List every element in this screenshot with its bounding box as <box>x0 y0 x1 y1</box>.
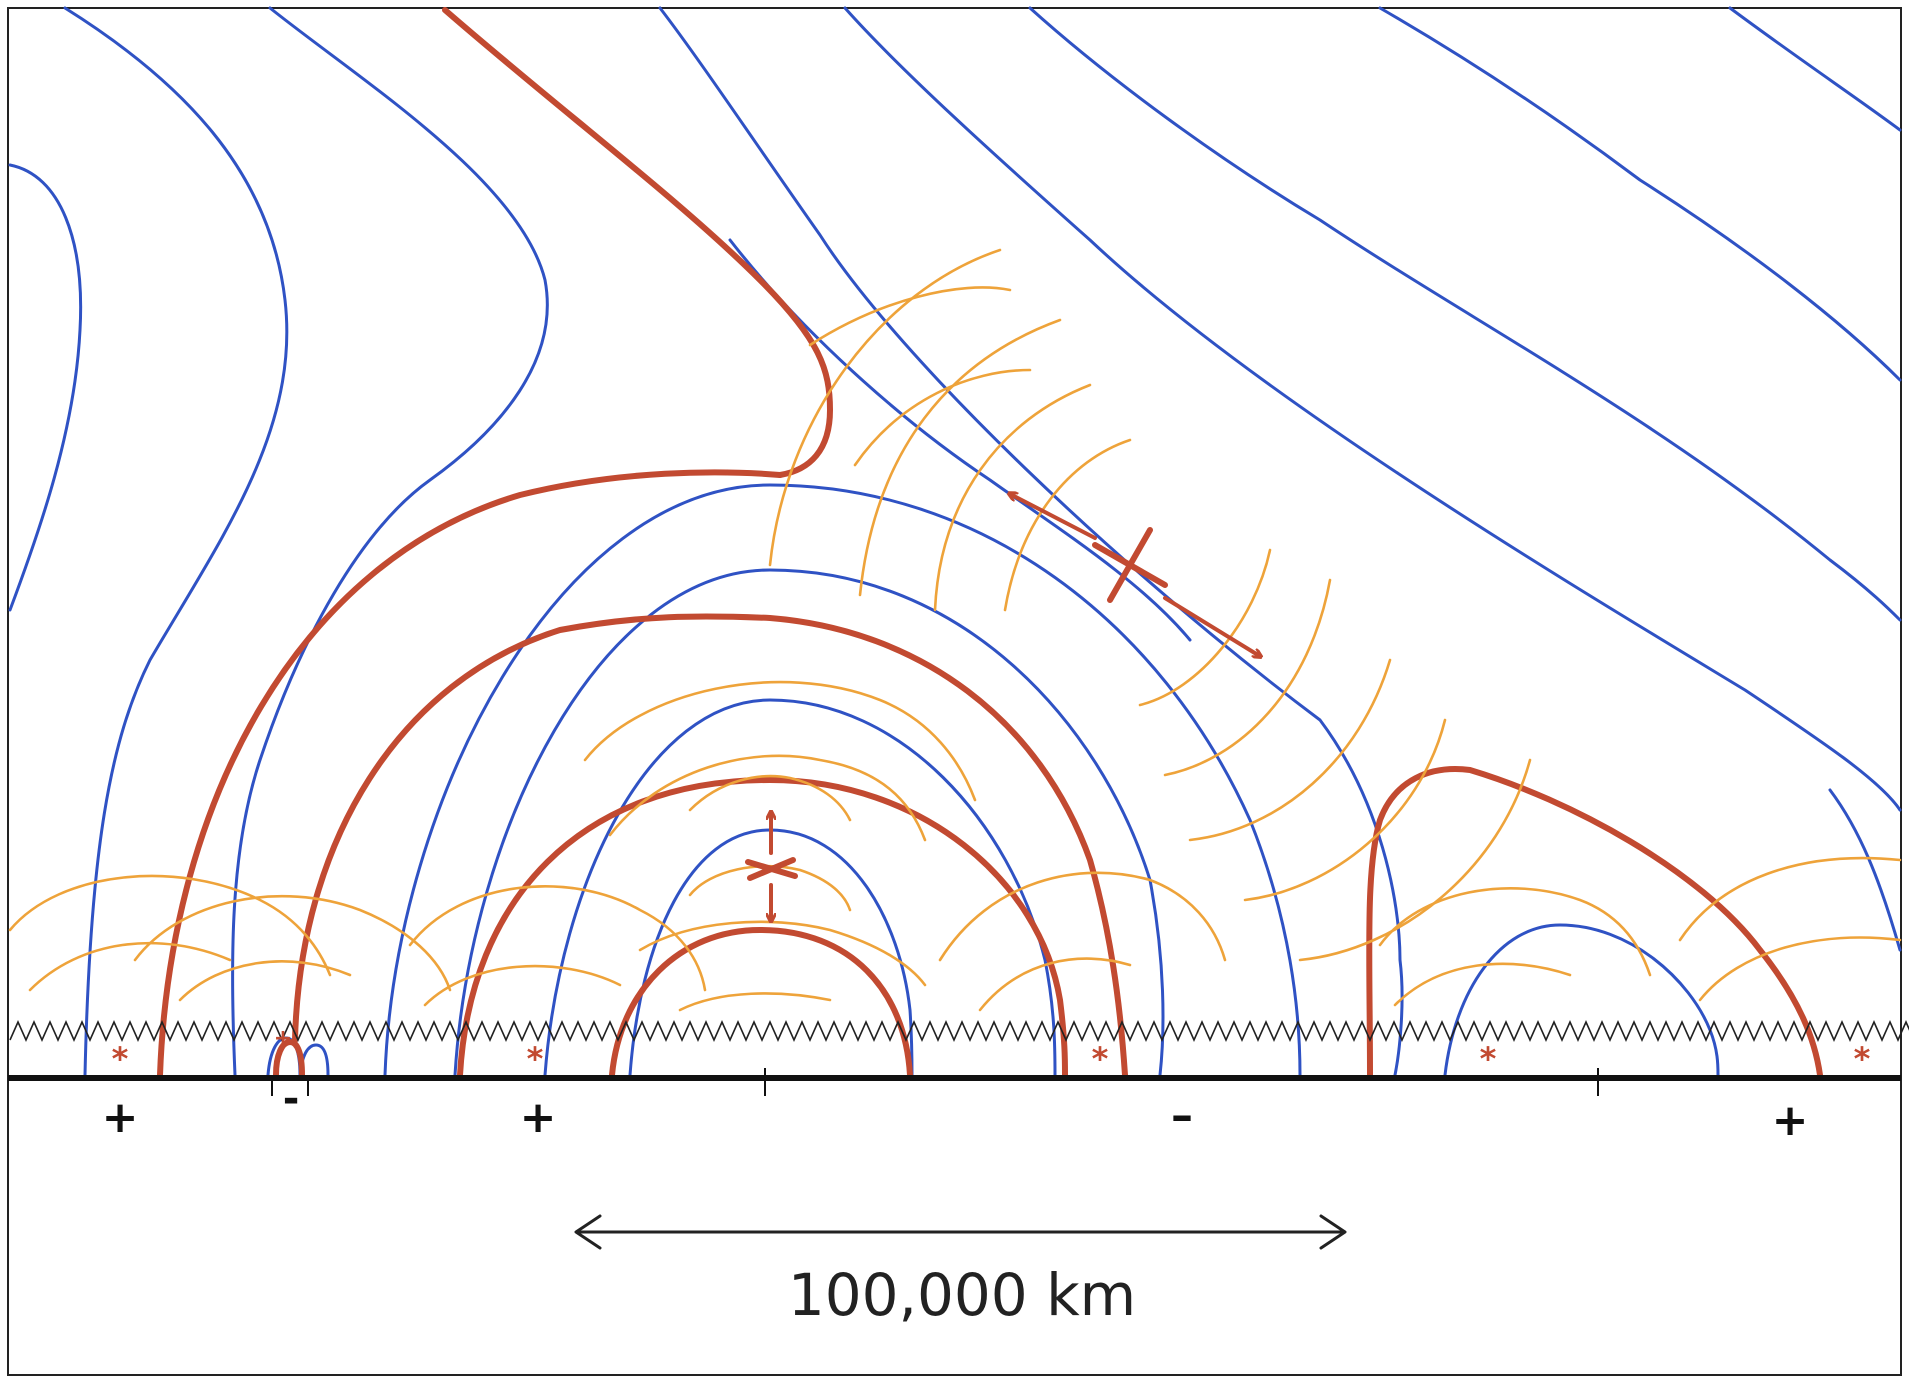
wave-front <box>853 368 1032 467</box>
scale-bar-arrowhead-left <box>574 1214 602 1250</box>
x-point-lower <box>745 815 798 918</box>
field-line <box>1828 788 1902 952</box>
field-line <box>8 163 83 612</box>
field-line <box>1028 6 1902 622</box>
outflow-arrow <box>1012 495 1097 540</box>
polarity-label-minus-small: - <box>283 1076 300 1122</box>
separatrix <box>292 613 1128 1078</box>
wave-front <box>688 864 852 912</box>
wave-front <box>408 885 707 992</box>
polarity-label-minus: – <box>1171 1090 1193 1141</box>
source-star: * <box>1854 1040 1871 1078</box>
source-stars: * * * * * <box>112 1040 1871 1078</box>
separatrix <box>273 1038 305 1078</box>
wave-front <box>938 871 1227 962</box>
wave-front <box>1698 936 1902 1002</box>
outflow-arrow <box>1163 596 1258 655</box>
wave-fronts <box>8 248 1902 1012</box>
separatrix <box>442 7 834 478</box>
wave-front <box>858 318 1062 597</box>
wave-front <box>1188 658 1392 842</box>
wave-front <box>1003 438 1132 612</box>
wave-front <box>1378 886 1652 977</box>
wave-front <box>28 941 232 992</box>
wave-front <box>638 920 927 987</box>
source-star: * <box>1480 1040 1497 1078</box>
field-line <box>63 6 289 1077</box>
field-line <box>1378 6 1902 382</box>
small-positive-marker: + <box>274 1026 292 1051</box>
wave-front <box>423 964 622 1007</box>
separatrix <box>1366 766 1823 1078</box>
source-star: * <box>1092 1040 1109 1078</box>
field-line <box>453 568 1165 1077</box>
wave-front <box>688 774 852 822</box>
x-point-mark <box>1107 527 1153 603</box>
wave-front <box>583 680 977 802</box>
separatrix <box>457 776 1068 1078</box>
wave-front <box>1138 548 1272 707</box>
wave-front <box>808 286 1012 347</box>
field-line <box>543 698 1057 1077</box>
x-point-upper <box>1012 495 1258 655</box>
wave-front <box>1163 578 1332 777</box>
wave-front <box>678 992 832 1012</box>
polarity-label-plus: + <box>102 1092 139 1143</box>
separatrices <box>157 7 1823 1078</box>
wave-front <box>1298 758 1532 962</box>
scale-bar: 100,000 km <box>574 1214 1347 1329</box>
surface-zigzag <box>9 1020 1909 1042</box>
wave-front <box>933 383 1092 612</box>
x-point-mark <box>747 857 796 881</box>
source-star: * <box>527 1040 544 1078</box>
source-star: * <box>112 1040 129 1078</box>
field-line <box>231 6 549 1077</box>
wave-front <box>178 960 352 1002</box>
polarity-label-plus: + <box>520 1092 557 1143</box>
wave-front <box>8 874 332 977</box>
wave-front <box>768 248 1002 567</box>
wave-front <box>978 957 1132 1012</box>
field-line <box>1728 6 1902 132</box>
scale-bar-label: 100,000 km <box>788 1261 1136 1329</box>
field-line <box>843 6 1902 812</box>
field-line <box>628 828 914 1077</box>
wave-front <box>608 754 927 842</box>
wave-front <box>1243 718 1447 902</box>
wave-front <box>133 894 452 992</box>
scale-bar-arrowhead-right <box>1319 1214 1347 1250</box>
field-lines <box>8 6 1902 1077</box>
field-line <box>383 483 1302 1077</box>
surface-layer <box>8 1020 1909 1096</box>
field-line <box>658 6 1404 1077</box>
wave-front <box>1678 856 1902 942</box>
polarity-label-plus: + <box>1772 1095 1809 1146</box>
polarity-labels: + - + – + <box>102 1076 1809 1146</box>
wave-front <box>1393 962 1572 1007</box>
separatrix <box>157 469 783 1078</box>
separatrix <box>609 926 913 1078</box>
diagram-frame <box>7 7 1902 1376</box>
field-line <box>1443 923 1720 1077</box>
